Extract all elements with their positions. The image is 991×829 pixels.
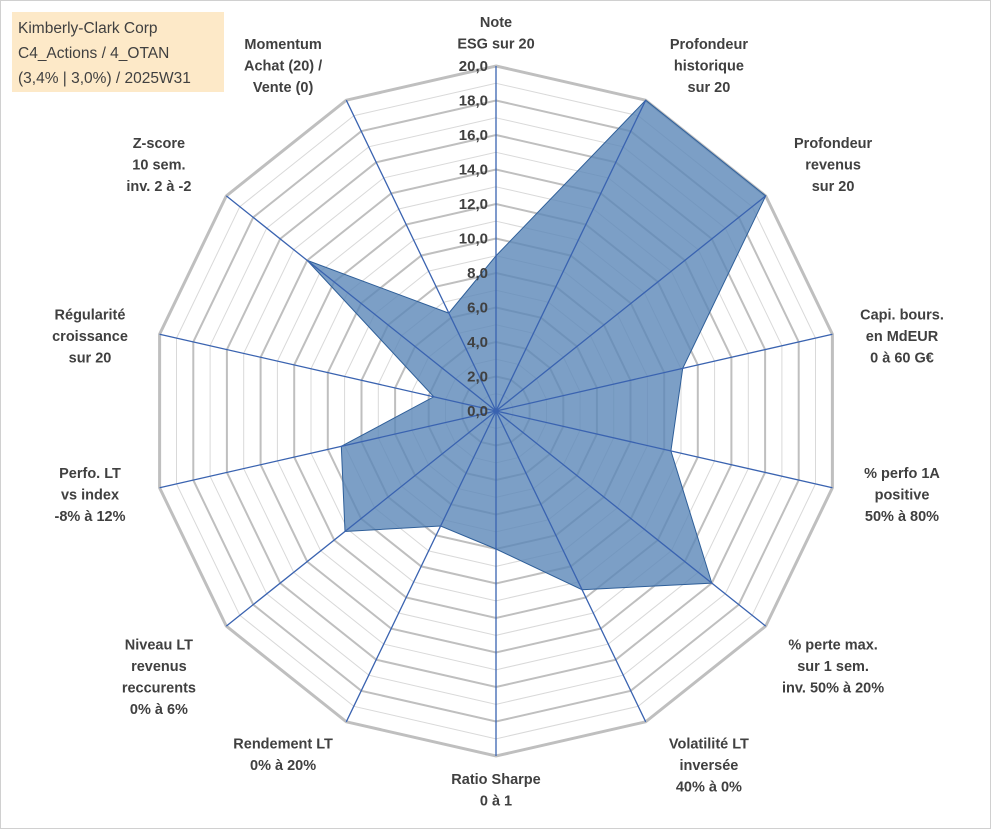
spoke-line: [495, 410, 647, 723]
axis-label: Volatilité LT inversée 40% à 0%: [669, 737, 749, 796]
axis-label: Ratio Sharpe 0 à 1: [451, 772, 540, 810]
axis-label-line: Note: [480, 15, 512, 31]
axis-label: Note ESG sur 20: [457, 15, 534, 53]
axis-label-line: Momentum: [244, 37, 321, 53]
tick-label: 8,0: [467, 265, 488, 282]
axis-label-line: reccurents: [122, 681, 196, 697]
axis-label: Perfo. LT vs index -8% à 12%: [55, 466, 126, 525]
axis-label-line: Volatilité LT: [669, 737, 749, 753]
axis-label-line: 0% à 20%: [250, 758, 316, 774]
tick-label: 4,0: [467, 334, 488, 351]
tick-label: 6,0: [467, 300, 488, 317]
axis-label-line: Vente (0): [253, 80, 314, 96]
axis-label-line: en MdEUR: [866, 329, 939, 345]
axis-label: Capi. bours. en MdEUR 0 à 60 G€: [860, 307, 944, 366]
axis-label-line: revenus: [131, 659, 187, 675]
tick-label: 16,0: [459, 127, 488, 144]
spoke-line: [495, 99, 647, 412]
title-line-1: Kimberly-Clark Corp: [18, 20, 158, 37]
axis-label-line: vs index: [61, 488, 119, 504]
title-line-2: C4_Actions / 4_OTAN: [18, 45, 170, 62]
axis-label-line: revenus: [805, 157, 861, 173]
axis-label: Momentum Achat (20) / Vente (0): [244, 37, 322, 96]
axis-label: % perte max. sur 1 sem. inv. 50% à 20%: [782, 638, 884, 697]
spoke-line: [495, 410, 767, 627]
spoke-line: [495, 410, 833, 489]
tick-label: 10,0: [459, 231, 488, 248]
axis-label-line: 0% à 6%: [130, 702, 188, 718]
tick-label: 14,0: [459, 162, 488, 179]
axis-label: % perfo 1A positive 50% à 80%: [864, 466, 940, 525]
axis-label-line: % perfo 1A: [864, 466, 940, 482]
axis-label-line: -8% à 12%: [55, 509, 126, 525]
tick-label: 2,0: [467, 369, 488, 386]
axis-label-line: Ratio Sharpe: [451, 772, 540, 788]
spoke-line: [225, 410, 497, 627]
axis-label-line: 0 à 1: [480, 794, 512, 810]
spoke-line: [495, 333, 833, 412]
axis-label-line: inversée: [679, 758, 738, 774]
axis-label-line: Capi. bours.: [860, 307, 944, 323]
spoke-line: [225, 195, 497, 412]
axis-label-line: Achat (20) /: [244, 58, 322, 74]
axis-label-line: % perte max.: [788, 638, 877, 654]
spoke-line: [495, 195, 767, 412]
axis-label: Profondeur historique sur 20: [670, 37, 748, 96]
tick-label: 12,0: [459, 196, 488, 213]
spoke-line: [345, 410, 497, 723]
axis-label-line: Régularité: [55, 307, 126, 323]
axis-label-line: historique: [674, 58, 744, 74]
radar-axis-labels: Note ESG sur 20 Profondeur historique sur 20…: [52, 15, 944, 810]
radar-series: [306, 99, 767, 591]
axis-label: Profondeur revenus sur 20: [794, 136, 872, 195]
axis-label: Rendement LT 0% à 20%: [233, 737, 333, 775]
tick-label: 0,0: [467, 403, 488, 420]
title-line-3: (3,4% | 3,0%) / 2025W31: [18, 70, 191, 87]
axis-label-line: inv. 50% à 20%: [782, 681, 884, 697]
axis-label-line: ESG sur 20: [457, 37, 534, 53]
axis-label: Z-score 10 sem. inv. 2 à -2: [126, 136, 191, 195]
axis-label-line: positive: [875, 488, 930, 504]
axis-label-line: sur 1 sem.: [797, 659, 869, 675]
axis-label-line: 0 à 60 G€: [870, 350, 934, 366]
chart-title-box: Kimberly-Clark Corp C4_Actions / 4_OTAN …: [12, 12, 224, 92]
axis-label-line: Rendement LT: [233, 737, 333, 753]
axis-label-line: sur 20: [688, 80, 731, 96]
axis-label-line: sur 20: [812, 179, 855, 195]
tick-label: 18,0: [459, 93, 488, 110]
axis-label-line: 50% à 80%: [865, 509, 939, 525]
radar-spokes: [159, 66, 833, 756]
axis-label-line: Profondeur: [670, 37, 748, 53]
spoke-line: [345, 99, 497, 412]
axis-label-line: Profondeur: [794, 136, 872, 152]
radar-tick-labels: 0,0 2,0 4,0 6,0 8,0 10,0 12,0 14,0 16,0 18,0 20,0: [459, 58, 488, 420]
tick-label: 20,0: [459, 58, 488, 75]
spoke-line: [159, 333, 497, 412]
axis-label: Niveau LT revenus reccurents 0% à 6%: [122, 638, 196, 719]
axis-label-line: croissance: [52, 329, 128, 345]
axis-label-line: Z-score: [133, 136, 185, 152]
series-area: [306, 99, 767, 591]
axis-label: Régularité croissance sur 20: [52, 307, 128, 366]
axis-label-line: Perfo. LT: [59, 466, 121, 482]
axis-label-line: 10 sem.: [132, 157, 185, 173]
axis-label-line: sur 20: [69, 350, 112, 366]
axis-label-line: Niveau LT: [125, 638, 193, 654]
axis-label-line: inv. 2 à -2: [126, 179, 191, 195]
axis-label-line: 40% à 0%: [676, 780, 742, 796]
spoke-line: [159, 410, 497, 489]
